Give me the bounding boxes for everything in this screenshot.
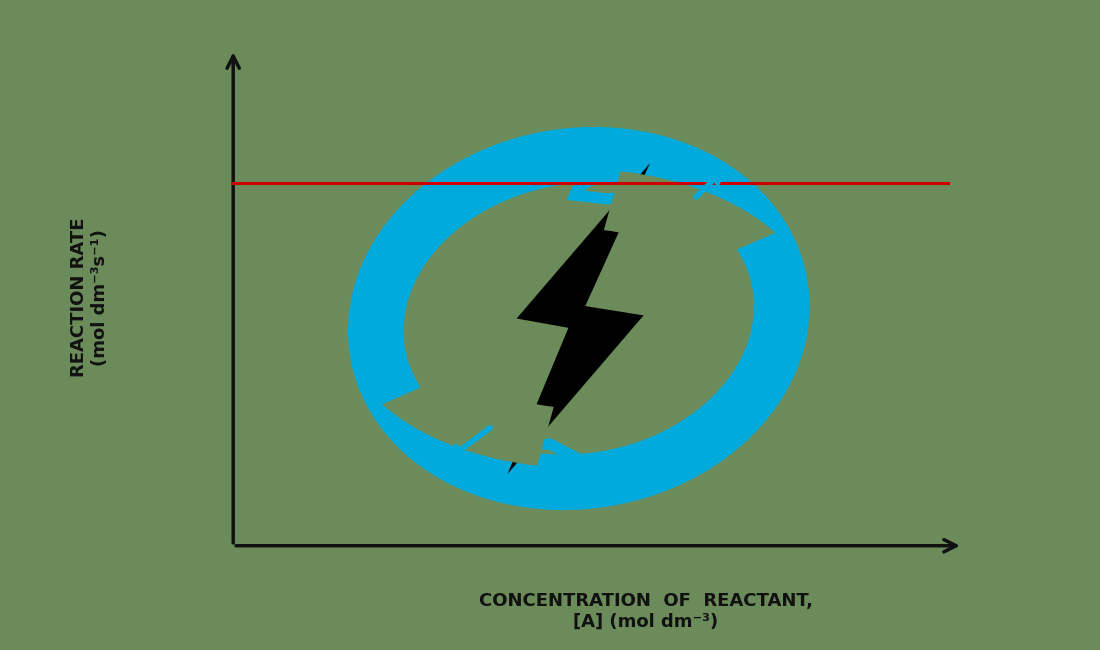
- Text: REACTION RATE
(mol dm⁻³s⁻¹): REACTION RATE (mol dm⁻³s⁻¹): [69, 218, 109, 377]
- Polygon shape: [507, 163, 650, 474]
- Text: CONCENTRATION  OF  REACTANT,
[A] (mol dm⁻³): CONCENTRATION OF REACTANT, [A] (mol dm⁻³…: [478, 592, 813, 631]
- Wedge shape: [604, 171, 776, 267]
- Wedge shape: [382, 370, 553, 466]
